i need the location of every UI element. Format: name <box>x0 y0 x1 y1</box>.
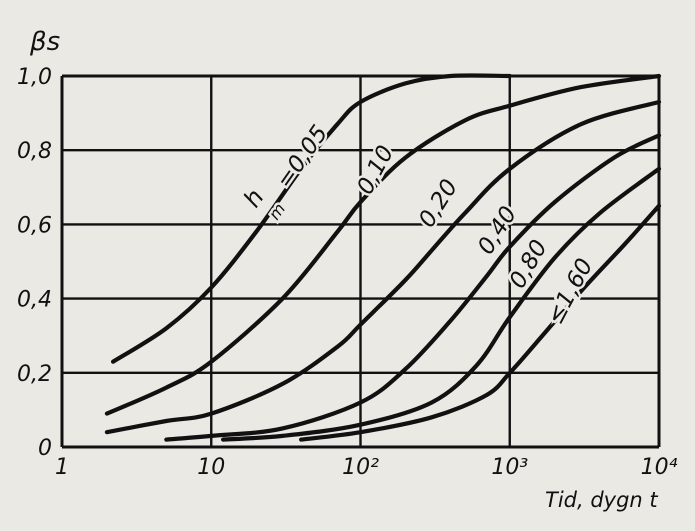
curve-label-040: 0,40 <box>473 202 522 259</box>
curve-label-hm-h: h <box>238 184 270 213</box>
y-tick-label: 0,4 <box>17 288 52 313</box>
x-tick-label: 10³ <box>491 455 528 480</box>
curve-series-3 <box>164 133 662 442</box>
curve-label-005: =0,05 <box>272 121 334 194</box>
curve-series-4 <box>221 166 662 442</box>
y-axis-label: βs <box>29 27 60 57</box>
curve-series-2 <box>104 99 662 435</box>
grid <box>60 74 661 449</box>
x-tick-label: 1 <box>55 455 69 480</box>
curve-label-hm-m: m <box>265 200 290 224</box>
curve-series-0 <box>111 73 512 364</box>
y-tick-label: 1,0 <box>17 65 52 90</box>
curve-series-1 <box>104 73 662 416</box>
y-tick-label: 0,6 <box>17 213 52 238</box>
curve-series-5 <box>299 203 662 442</box>
x-tick-label: 10⁴ <box>641 455 678 480</box>
x-axis-label: Tid, dygn t <box>545 488 658 512</box>
curves <box>104 73 662 442</box>
y-tick-label: 0 <box>38 436 52 461</box>
tick-labels: 0 0,2 0,4 0,6 0,8 1,0 1 10 10² 10³ 10⁴ <box>17 65 678 480</box>
y-tick-label: 0,8 <box>17 139 52 164</box>
y-tick-label: 0,2 <box>17 362 52 387</box>
x-tick-label: 10 <box>197 455 225 480</box>
x-tick-label: 10² <box>342 455 379 480</box>
